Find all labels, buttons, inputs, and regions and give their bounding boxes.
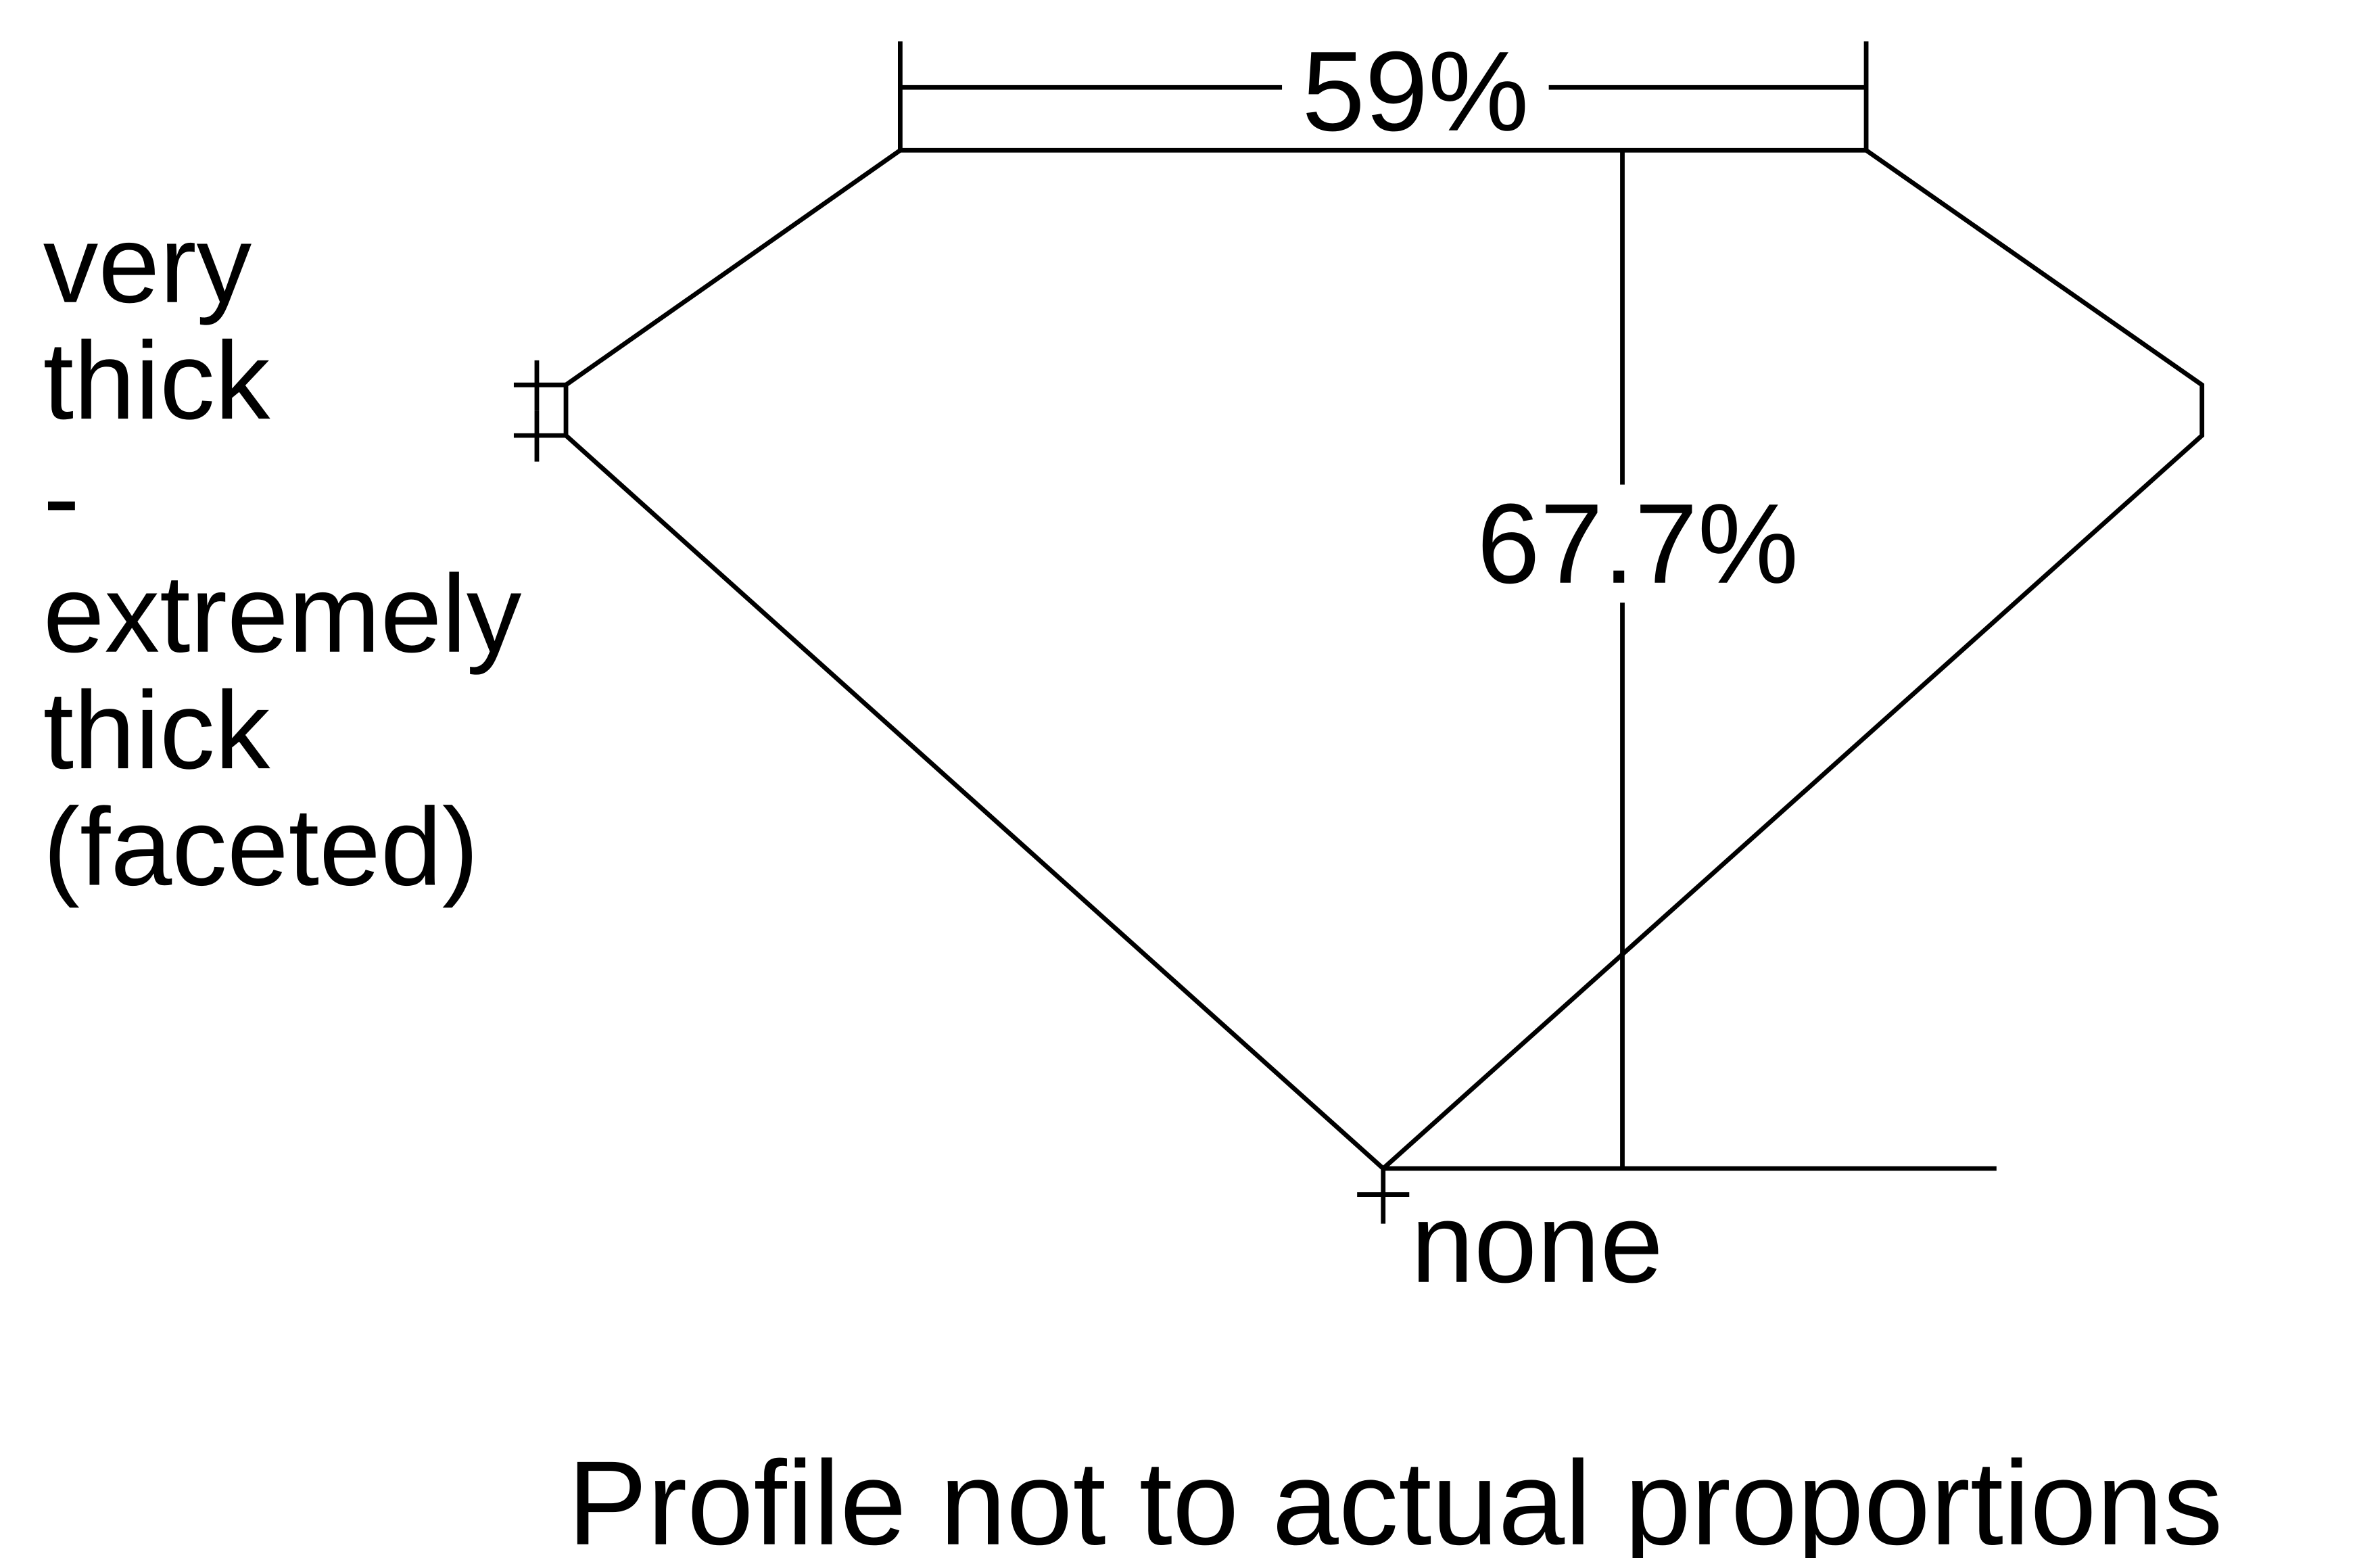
table-percent-label: 59% — [1302, 28, 1529, 155]
girdle-label-line: thick — [43, 318, 270, 442]
girdle-label: very thick - extremely thick (faceted) — [43, 202, 522, 909]
table-dimension: 59% — [898, 28, 1869, 155]
depth-percent-label: 67.7% — [1477, 480, 1799, 607]
girdle-markers — [513, 360, 567, 462]
diamond-profile-outline — [563, 147, 2205, 1172]
depth-dimension: 67.7% — [1383, 150, 1997, 1171]
culet-marker: none — [1357, 1168, 1663, 1306]
girdle-label-line: extremely — [43, 552, 522, 676]
girdle-label-line: - — [43, 435, 80, 559]
culet-label: none — [1411, 1179, 1663, 1306]
diamond-outline — [563, 147, 2205, 1172]
girdle-label-line: very — [43, 202, 252, 326]
girdle-label-line: (faceted) — [43, 784, 479, 908]
girdle-label-line: thick — [43, 668, 270, 792]
footnote: Profile not to actual proportions — [567, 1437, 2222, 1558]
